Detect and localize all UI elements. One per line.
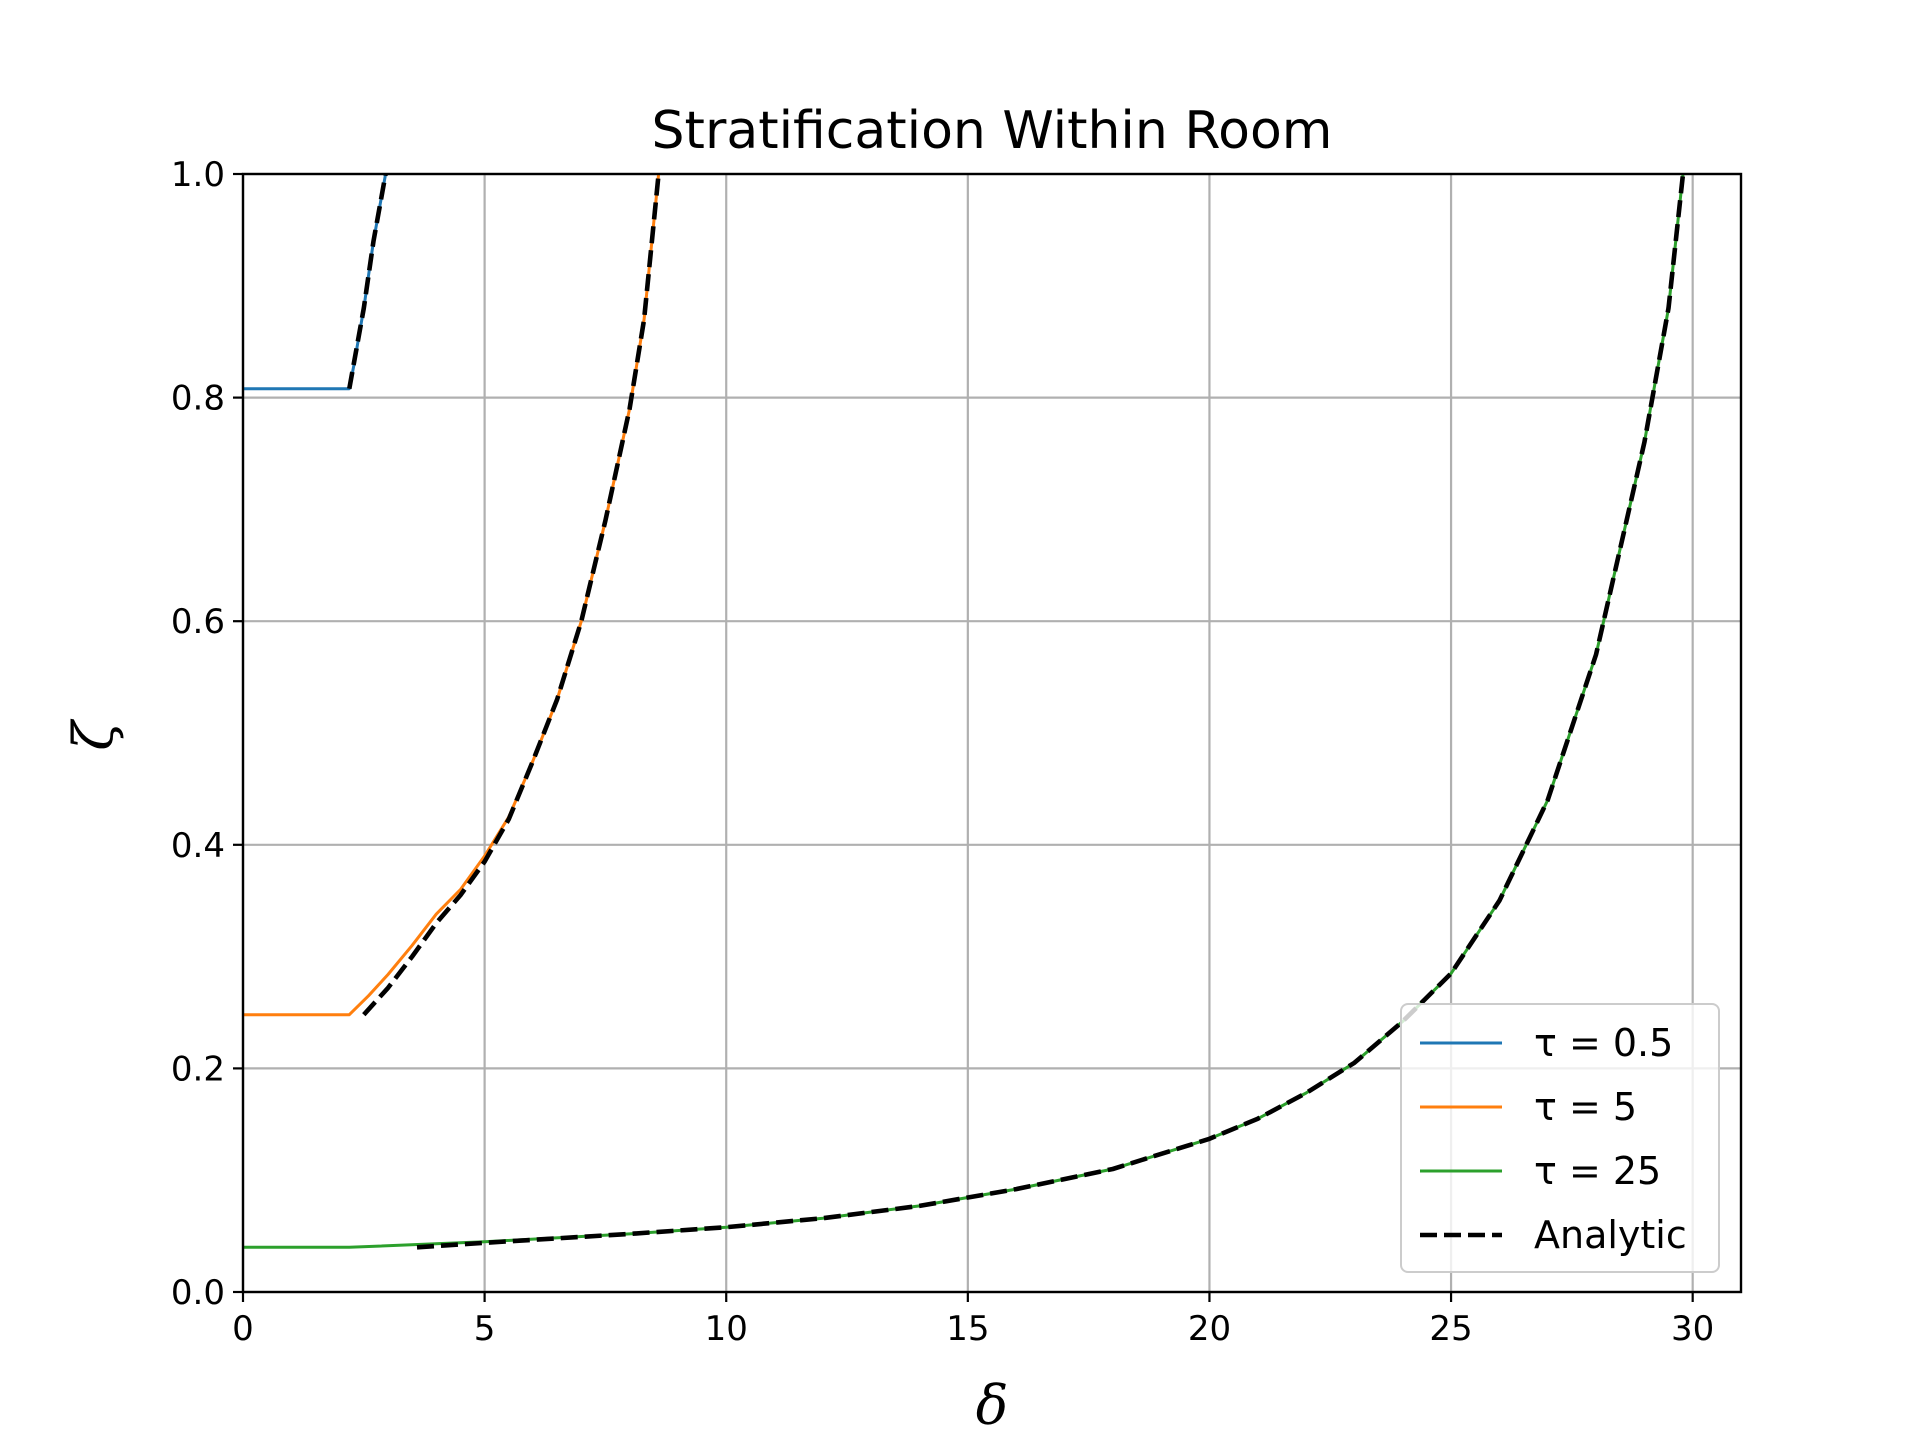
- x-tick-label: 30: [1671, 1309, 1714, 1349]
- y-axis-label: ζ: [62, 719, 125, 751]
- chart-title: Stratification Within Room: [652, 101, 1333, 161]
- series-line-analytic: [416, 173, 1686, 1250]
- y-tick-label: 0.4: [171, 826, 225, 866]
- legend-label-5: τ = 5: [1534, 1085, 1637, 1129]
- legend-label-25: τ = 25: [1534, 1149, 1661, 1193]
- x-tick-label: 20: [1188, 1309, 1231, 1349]
- series-layer: [243, 173, 1686, 1250]
- x-tick-label: 25: [1429, 1309, 1472, 1349]
- ticks: 0 5 10 15 20 25 30 0.0 0.2 0.4 0.6 0.8 1.0: [171, 155, 1714, 1349]
- x-tick-label: 0: [232, 1309, 254, 1349]
- series-line-analytic: [347, 173, 388, 390]
- y-tick-label: 1.0: [171, 155, 225, 195]
- x-axis-label: δ: [976, 1374, 1009, 1437]
- legend-box: [1400, 1003, 1720, 1273]
- series-line-analytic: [362, 173, 661, 1017]
- x-tick-label: 10: [705, 1309, 748, 1349]
- x-tick-label: 5: [474, 1309, 496, 1349]
- y-tick-label: 0.2: [171, 1049, 225, 1089]
- legend-label-analytic: Analytic: [1534, 1213, 1687, 1257]
- y-tick-label: 0.6: [171, 602, 225, 642]
- plot-frame: [241, 172, 1743, 1294]
- legend-label-0-5: τ = 0.5: [1534, 1021, 1673, 1065]
- legend: τ = 0.5 τ = 5 τ = 25 Analytic: [1400, 1003, 1720, 1273]
- y-tick-label: 0.0: [171, 1273, 225, 1313]
- y-tick-label: 0.8: [171, 379, 225, 419]
- x-tick-label: 15: [946, 1309, 989, 1349]
